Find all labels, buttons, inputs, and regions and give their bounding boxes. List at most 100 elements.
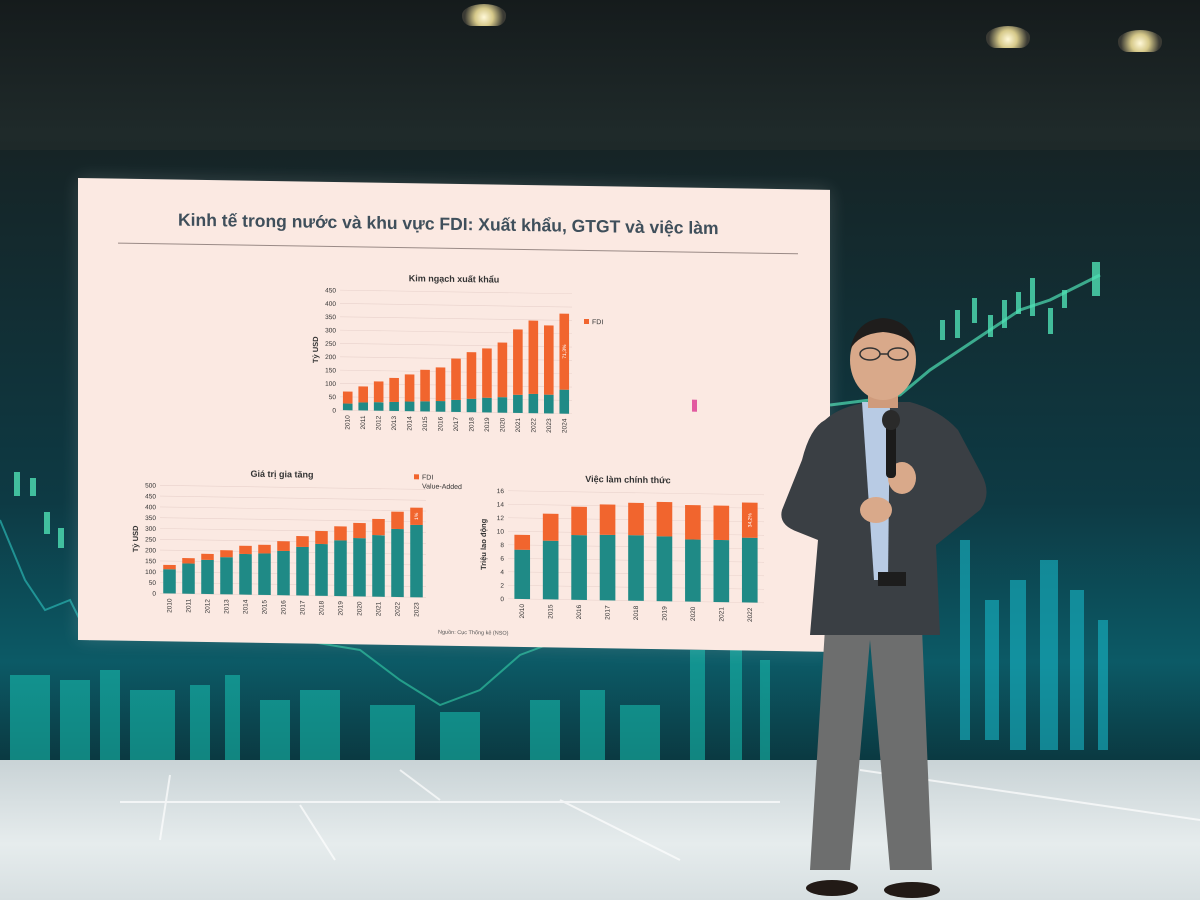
bar-fdi [358, 386, 368, 403]
bar-fdi [342, 391, 353, 404]
bar-fdi [544, 325, 554, 395]
bar-domestic [571, 534, 587, 600]
y-tick-label: 250 [145, 537, 156, 544]
x-tick-label: 2016 [281, 600, 288, 615]
y-tick-label: 200 [325, 354, 336, 361]
x-tick-label: 2013 [224, 599, 231, 614]
x-tick-label: 2014 [243, 599, 250, 614]
x-tick-label: 2015 [422, 416, 429, 431]
floor-lines [120, 769, 1200, 861]
y-tick-label: 8 [500, 542, 504, 549]
x-tick-label: 2013 [391, 416, 398, 431]
y-tick-label: 2 [500, 583, 504, 590]
bar-fdi [239, 545, 252, 555]
bar-fdi [220, 550, 233, 558]
bar-domestic [373, 402, 384, 411]
data-label: 34,2% [747, 513, 753, 528]
data-label: 1% [414, 512, 420, 520]
grid-line [340, 289, 572, 295]
bar-domestic [258, 553, 271, 596]
y-tick-label: 200 [145, 547, 156, 554]
legend-label: Value-Added [422, 483, 462, 491]
y-axis-label: Tỷ USD [311, 336, 320, 363]
grid-line [160, 592, 426, 598]
bar-fdi [528, 320, 539, 395]
bar-fdi [353, 522, 366, 539]
y-tick-label: 500 [145, 483, 156, 490]
grid-line [160, 484, 426, 490]
x-tick-label: 2020 [499, 417, 506, 432]
legend-swatch [584, 318, 589, 325]
bar-fdi [258, 544, 271, 554]
export-turnover-chart: Kim ngạch xuất khẩu 0 50 100 150 200 250 300 350… [311, 273, 603, 433]
presentation-slide: Kinh tế trong nước và khu vực FDI: Xuất … [78, 178, 830, 652]
y-tick-label: 4 [500, 569, 504, 576]
bar-domestic [201, 559, 214, 595]
bar-domestic [358, 402, 368, 411]
x-tick-label: 2017 [605, 605, 612, 620]
x-tick-label: 2021 [515, 417, 522, 432]
bar-domestic [497, 397, 508, 413]
bar-fdi [628, 502, 644, 536]
x-tick-label: 2010 [519, 604, 526, 619]
bar-domestic [599, 534, 616, 601]
legend-label: FDI [422, 474, 433, 481]
bar-fdi [514, 534, 531, 550]
y-tick-label: 350 [325, 314, 336, 321]
bar-fdi [201, 553, 214, 561]
bar-domestic [372, 535, 385, 597]
presenter [781, 318, 987, 898]
x-tick-label: 2012 [376, 415, 383, 430]
y-tick-label: 16 [497, 488, 505, 495]
x-tick-label: 2018 [319, 600, 326, 615]
x-tick-label: 2020 [357, 601, 364, 616]
bar-domestic [277, 550, 290, 596]
bar-domestic [420, 401, 430, 412]
x-tick-label: 2012 [205, 599, 212, 614]
bar-fdi [373, 381, 384, 403]
bar-domestic [685, 539, 701, 602]
bar-domestic [182, 563, 195, 594]
bar-fdi [410, 507, 423, 526]
y-tick-label: 6 [500, 556, 504, 563]
x-tick-label: 2019 [338, 601, 345, 616]
stage-floor [0, 760, 1200, 900]
y-tick-label: 50 [149, 580, 157, 587]
bar-domestic [542, 540, 559, 600]
grid-line [160, 517, 426, 523]
x-tick-label: 2018 [468, 417, 475, 432]
bar-domestic [514, 549, 531, 600]
grid-line [160, 560, 426, 566]
y-tick-label: 450 [145, 493, 156, 500]
y-tick-label: 0 [152, 591, 156, 598]
bar-domestic [239, 553, 252, 595]
bar-domestic [435, 400, 446, 412]
grid-line [508, 490, 764, 496]
bar-domestic [482, 397, 492, 413]
x-tick-label: 2023 [414, 602, 421, 617]
x-tick-label: 2015 [548, 604, 555, 619]
bar-domestic [391, 528, 404, 598]
y-tick-label: 350 [145, 515, 156, 522]
bar-fdi [466, 352, 477, 399]
bar-fdi [420, 369, 430, 402]
grid-line [160, 528, 426, 533]
bar-domestic [713, 539, 730, 603]
chart-title: Việc làm chính thức [585, 474, 670, 485]
bar-fdi [389, 377, 399, 402]
grid-line [160, 549, 426, 555]
y-axis-label: Triệu lao động [479, 518, 488, 570]
x-tick-label: 2022 [747, 607, 754, 622]
y-tick-label: 150 [325, 367, 336, 374]
x-tick-label: 2018 [633, 605, 640, 620]
slide-title: Kinh tế trong nước và khu vực FDI: Xuất … [178, 209, 719, 239]
stage-spotlight [1118, 30, 1162, 52]
bar-fdi [741, 502, 758, 538]
grid-line [160, 582, 426, 587]
legend-swatch [414, 474, 419, 480]
bar-fdi [315, 530, 328, 545]
x-tick-label: 2015 [262, 600, 269, 615]
grid-line [160, 538, 426, 544]
grid-line [160, 495, 426, 501]
laser-dot-marker [692, 399, 697, 412]
